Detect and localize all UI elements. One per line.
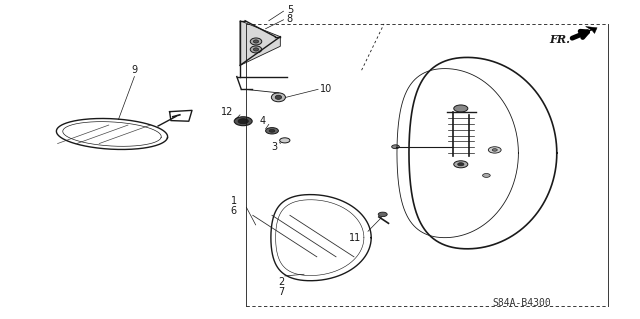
Text: 3: 3 (271, 142, 277, 152)
Text: 6: 6 (230, 205, 237, 216)
Polygon shape (570, 26, 597, 38)
Polygon shape (240, 21, 280, 65)
Ellipse shape (492, 149, 497, 151)
Text: 2: 2 (278, 277, 285, 287)
Ellipse shape (280, 138, 290, 143)
Text: FR.: FR. (550, 34, 570, 45)
Ellipse shape (266, 128, 278, 134)
Ellipse shape (454, 105, 468, 112)
Ellipse shape (234, 117, 252, 126)
Ellipse shape (488, 147, 501, 153)
Ellipse shape (250, 46, 262, 53)
Text: 5: 5 (287, 4, 293, 15)
Ellipse shape (253, 48, 259, 51)
Ellipse shape (275, 95, 282, 100)
Text: 12: 12 (221, 107, 234, 117)
Ellipse shape (454, 161, 468, 168)
Ellipse shape (378, 212, 387, 217)
Ellipse shape (238, 119, 248, 124)
Text: 8: 8 (287, 14, 293, 24)
Ellipse shape (483, 174, 490, 177)
Ellipse shape (392, 145, 399, 149)
Text: 9: 9 (131, 65, 138, 75)
Text: S84A-B4300: S84A-B4300 (492, 298, 551, 308)
Text: 11: 11 (349, 233, 362, 243)
Ellipse shape (458, 163, 464, 166)
Text: 10: 10 (320, 84, 333, 94)
Ellipse shape (253, 40, 259, 43)
Text: 7: 7 (278, 287, 285, 297)
Text: 1: 1 (230, 196, 237, 206)
Ellipse shape (269, 130, 275, 132)
Ellipse shape (250, 38, 262, 45)
Ellipse shape (271, 93, 285, 102)
Text: 4: 4 (259, 116, 266, 126)
